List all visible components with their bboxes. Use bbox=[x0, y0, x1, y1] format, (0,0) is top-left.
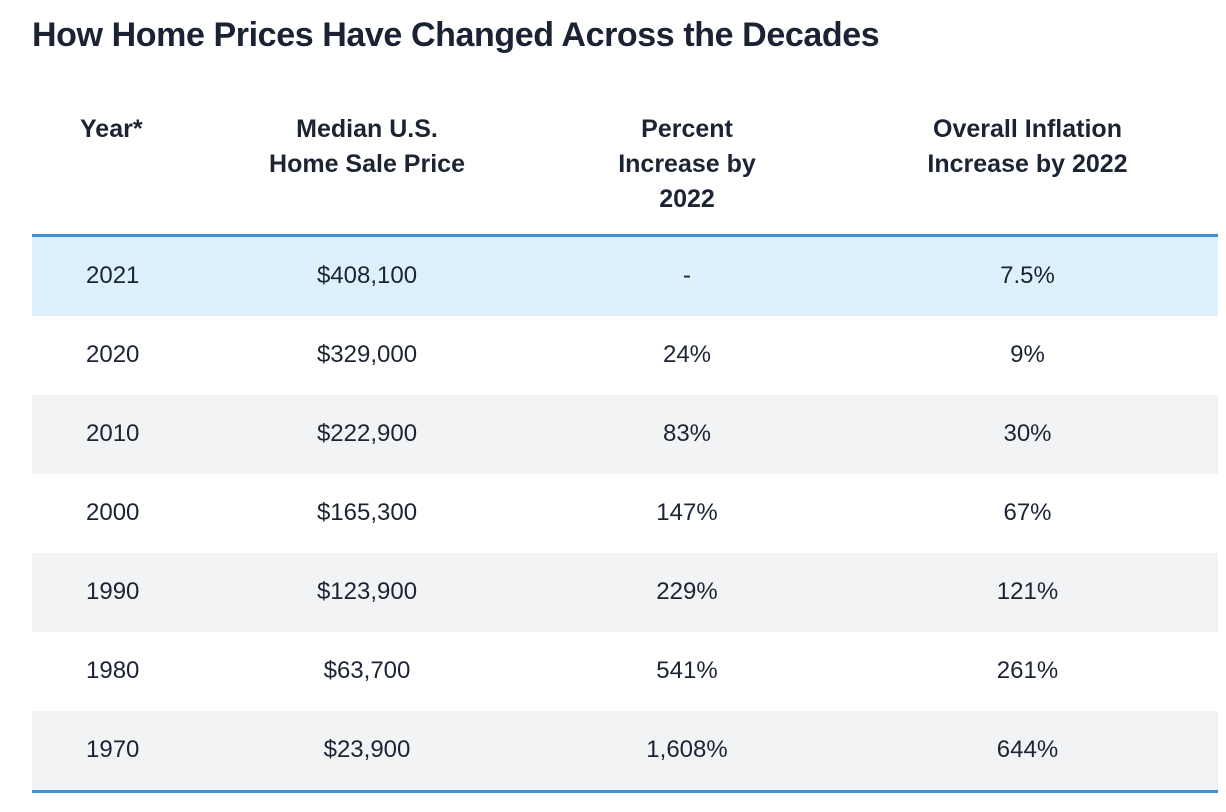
table-header: Year* Median U.S. Home Sale Price Percen… bbox=[32, 108, 1218, 237]
column-header-percent-increase: Percent Increase by 2022 bbox=[537, 108, 837, 237]
column-header-median-price: Median U.S. Home Sale Price bbox=[197, 108, 537, 237]
cell-percent-increase: 541% bbox=[656, 657, 718, 684]
cell-inflation-increase: 644% bbox=[837, 710, 1218, 793]
cell-median-price: $222,900 bbox=[197, 394, 537, 474]
table-row: 1980 $63,700 541% 261% bbox=[32, 632, 1218, 711]
cell-year: 2010 bbox=[32, 394, 197, 474]
chart-title: How Home Prices Have Changed Across the … bbox=[32, 16, 880, 54]
cell-inflation-increase: 9% bbox=[1010, 341, 1045, 368]
cell-percent-increase: 1,608% bbox=[537, 710, 837, 793]
header-row: Year* Median U.S. Home Sale Price Percen… bbox=[32, 108, 1218, 237]
cell-inflation-increase: 261% bbox=[996, 657, 1059, 684]
cell-inflation-increase: 121% bbox=[837, 552, 1218, 632]
cell-median-price: $329,000 bbox=[316, 341, 418, 368]
cell-year: 2021 bbox=[32, 235, 197, 316]
column-header-inflation-increase: Overall Inflation Increase by 2022 bbox=[837, 108, 1218, 237]
table-row: 2000 $165,300 147% 67% bbox=[32, 474, 1218, 553]
cell-percent-increase: - bbox=[537, 235, 837, 316]
cell-percent-increase: 24% bbox=[662, 341, 712, 368]
cell-median-price: $123,900 bbox=[197, 552, 537, 632]
table-row: 1970 $23,900 1,608% 644% bbox=[32, 710, 1218, 793]
table-row: 1990 $123,900 229% 121% bbox=[32, 552, 1218, 632]
cell-median-price: $165,300 bbox=[316, 499, 418, 526]
cell-year: 1990 bbox=[32, 552, 197, 632]
cell-median-price: $63,700 bbox=[323, 657, 411, 684]
cell-percent-increase: 147% bbox=[656, 499, 718, 526]
cell-year: 2000 bbox=[86, 499, 140, 526]
cell-year: 1980 bbox=[86, 657, 140, 684]
table-row: 2021 $408,100 - 7.5% bbox=[32, 235, 1218, 316]
home-prices-table-container: Year* Median U.S. Home Sale Price Percen… bbox=[32, 108, 1218, 793]
cell-median-price: $408,100 bbox=[197, 235, 537, 316]
cell-percent-increase: 229% bbox=[537, 552, 837, 632]
cell-percent-increase: 83% bbox=[537, 394, 837, 474]
cell-inflation-increase: 30% bbox=[837, 394, 1218, 474]
cell-year: 1970 bbox=[32, 710, 197, 793]
cell-inflation-increase: 67% bbox=[1003, 499, 1052, 526]
table-row: 2020 $329,000 24% 9% bbox=[32, 316, 1218, 395]
table-row: 2010 $222,900 83% 30% bbox=[32, 394, 1218, 474]
cell-inflation-increase: 7.5% bbox=[837, 235, 1218, 316]
cell-median-price: $23,900 bbox=[197, 710, 537, 793]
cell-year: 2020 bbox=[86, 341, 140, 368]
home-prices-table: Year* Median U.S. Home Sale Price Percen… bbox=[32, 108, 1218, 793]
table-body: 2021 $408,100 - 7.5% 2020 $329,000 24% 9… bbox=[32, 235, 1218, 793]
column-header-year: Year* bbox=[32, 108, 197, 237]
